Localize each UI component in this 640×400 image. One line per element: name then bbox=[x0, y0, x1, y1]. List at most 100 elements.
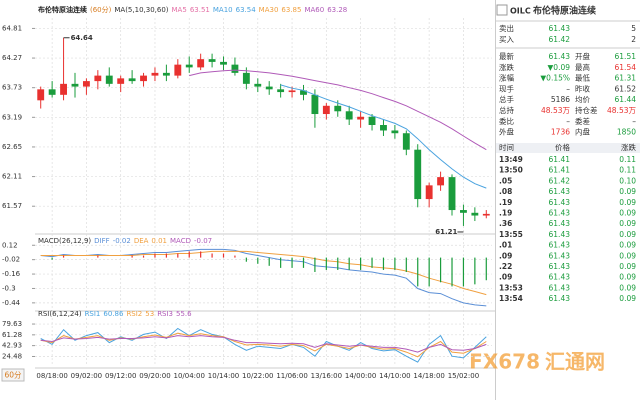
macd-bar bbox=[131, 255, 133, 258]
stat-label: 均价 bbox=[575, 94, 590, 104]
y-tick-label: 79.63 bbox=[2, 320, 22, 328]
y-tick-label: 64.27 bbox=[2, 54, 22, 62]
ma-line bbox=[280, 84, 487, 189]
stat-value: 5186 bbox=[551, 95, 570, 104]
rsi-line bbox=[40, 335, 487, 353]
legend-text: (60分) bbox=[90, 5, 112, 14]
quote-price: 61.43 bbox=[549, 24, 571, 33]
x-tick-label: 10/04:00 bbox=[174, 372, 205, 380]
macd-bar bbox=[394, 257, 396, 270]
x-tick-label: 09/12:00 bbox=[105, 372, 136, 380]
candle-body bbox=[128, 78, 136, 82]
tick-time: 13:55 bbox=[499, 230, 523, 239]
tick-time: .36 bbox=[499, 219, 512, 228]
macd-bar bbox=[428, 257, 430, 287]
legend-text: MA(5,10,30,60) bbox=[114, 6, 168, 14]
candle-body bbox=[471, 212, 479, 216]
tick-price: 61.43 bbox=[549, 198, 571, 207]
tick-price: 61.43 bbox=[549, 294, 571, 303]
stat-label: 最新 bbox=[499, 51, 514, 61]
tick-time: 13:53 bbox=[499, 283, 523, 292]
x-tick-label: 15/02:00 bbox=[448, 372, 479, 380]
tick-price: 61.42 bbox=[549, 176, 571, 185]
y-tick-label: -0.3 bbox=[2, 284, 16, 292]
tick-change: 0.09 bbox=[619, 209, 636, 218]
macd-bar bbox=[222, 253, 225, 258]
candle-body bbox=[60, 83, 67, 95]
candle-body bbox=[151, 72, 159, 76]
legend-text: RSI2 bbox=[126, 310, 142, 318]
period-button-label[interactable]: 60分 bbox=[4, 371, 22, 380]
legend-text: -0.02 bbox=[113, 237, 131, 245]
tick-price: 61.43 bbox=[549, 219, 571, 228]
x-tick-label: 10/14:00 bbox=[208, 372, 239, 380]
stat-value: – bbox=[566, 117, 570, 126]
tick-price: 61.43 bbox=[549, 273, 571, 282]
legend-text: 55.6 bbox=[176, 310, 192, 318]
x-tick-label: 13/16:00 bbox=[311, 372, 342, 380]
tick-price: 61.43 bbox=[549, 283, 571, 292]
legend-text: 53 bbox=[145, 310, 154, 318]
macd-bar bbox=[97, 255, 99, 258]
legend-text: MA30 bbox=[259, 6, 279, 14]
period-button[interactable] bbox=[1, 368, 25, 382]
candle-body bbox=[460, 210, 467, 213]
legend-text: 63.85 bbox=[281, 6, 301, 14]
candle-body bbox=[254, 83, 262, 87]
tick-time: .19 bbox=[499, 209, 512, 218]
legend-text: MA5 bbox=[172, 6, 187, 14]
stat-value: – bbox=[566, 84, 570, 93]
macd-bar bbox=[348, 257, 350, 270]
tick-time: 13:54 bbox=[499, 294, 523, 303]
candle-body bbox=[265, 86, 273, 90]
macd-bar bbox=[200, 251, 202, 258]
legend-text: MA10 bbox=[213, 6, 233, 14]
y-tick-label: 61.57 bbox=[2, 202, 22, 210]
stat-label: 涨跌 bbox=[499, 62, 514, 72]
icon[interactable] bbox=[496, 4, 508, 16]
macd-bar bbox=[462, 257, 465, 287]
x-tick-label: 14/00:00 bbox=[345, 372, 376, 380]
candle-body bbox=[117, 78, 125, 84]
stat-label: 涨幅 bbox=[499, 73, 514, 83]
y-tick-label: 42.93 bbox=[2, 342, 22, 350]
watermark: 汇通网 bbox=[545, 350, 605, 374]
tick-price: 61.41 bbox=[549, 155, 571, 164]
macd-bar bbox=[474, 257, 476, 285]
candle-body bbox=[448, 177, 456, 211]
macd-bar bbox=[142, 255, 145, 258]
x-tick-label: 14/18:00 bbox=[413, 372, 444, 380]
stat-value: 61.44 bbox=[615, 95, 637, 104]
tick-change: 0.09 bbox=[619, 241, 636, 250]
watermark: FX678 bbox=[469, 350, 540, 374]
stat-value: 1736 bbox=[551, 128, 570, 137]
stat-label: 持仓差 bbox=[575, 105, 598, 115]
legend-text: RSI3 bbox=[157, 310, 173, 318]
x-tick-label: 11/06:00 bbox=[276, 372, 307, 380]
candle-body bbox=[185, 64, 193, 68]
macd-bar bbox=[245, 257, 247, 262]
stat-value: 61.54 bbox=[615, 63, 637, 72]
candle-body bbox=[48, 89, 56, 95]
ma-line bbox=[189, 69, 487, 151]
legend-text: DIFF bbox=[94, 237, 110, 245]
macd-bar bbox=[417, 257, 419, 287]
legend-text: 63.54 bbox=[236, 6, 257, 14]
high-label: 64.64 bbox=[71, 34, 93, 42]
legend-text: 60.86 bbox=[103, 310, 124, 318]
stat-label: 外盘 bbox=[499, 127, 514, 137]
stat-value: 61.43 bbox=[549, 52, 571, 61]
tick-price: 61.41 bbox=[549, 166, 571, 175]
y-tick-label: 63.73 bbox=[2, 84, 22, 92]
macd-bar bbox=[62, 255, 65, 258]
macd-bar bbox=[371, 257, 373, 268]
legend-text: DEA bbox=[134, 237, 149, 245]
stat-value: ▼0.09 bbox=[548, 63, 571, 72]
candle-body bbox=[300, 90, 307, 95]
stat-value: ▼0.15% bbox=[540, 74, 570, 83]
candle-body bbox=[425, 185, 433, 200]
stat-label: 总持 bbox=[499, 105, 514, 115]
candle-body bbox=[414, 149, 422, 200]
table-header: 价格 bbox=[555, 142, 570, 152]
